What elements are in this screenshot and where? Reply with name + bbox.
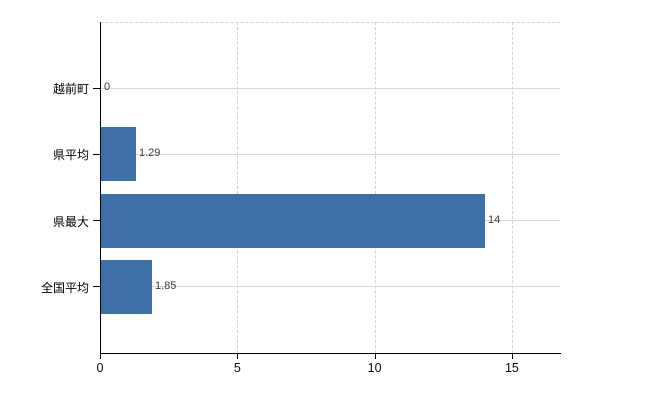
category-label: 全国平均 <box>40 280 89 295</box>
bar <box>101 194 485 248</box>
x-tick <box>100 354 101 359</box>
category-gridline <box>100 153 560 155</box>
category-tick <box>93 286 100 288</box>
x-tick <box>511 354 513 359</box>
bar-value-label: 1.29 <box>139 147 161 160</box>
category-gridline <box>100 286 560 288</box>
x-tick <box>374 354 376 359</box>
x-gridline <box>237 22 239 353</box>
category-tick <box>93 220 100 222</box>
category-label: 県最大 <box>52 214 89 229</box>
bar-value-label: 1.85 <box>155 279 177 292</box>
category-tick <box>93 153 100 155</box>
bar <box>101 127 136 181</box>
bar-value-label: 0 <box>104 81 111 94</box>
x-tick-label: 5 <box>233 361 241 375</box>
bar <box>101 260 152 314</box>
x-tick-label: 15 <box>504 361 519 375</box>
category-tick <box>93 87 100 89</box>
category-label: 県平均 <box>52 148 89 163</box>
category-gridline <box>100 87 560 89</box>
bar-value-label: 14 <box>488 213 501 226</box>
x-tick-label: 0 <box>96 361 104 375</box>
x-axis <box>100 353 561 354</box>
x-tick <box>237 354 239 359</box>
x-gridline <box>511 22 513 353</box>
x-tick-label: 10 <box>367 361 382 375</box>
plot-top-border <box>100 22 560 23</box>
x-gridline <box>374 22 376 353</box>
category-label: 越前町 <box>52 82 89 97</box>
y-axis <box>100 22 101 353</box>
